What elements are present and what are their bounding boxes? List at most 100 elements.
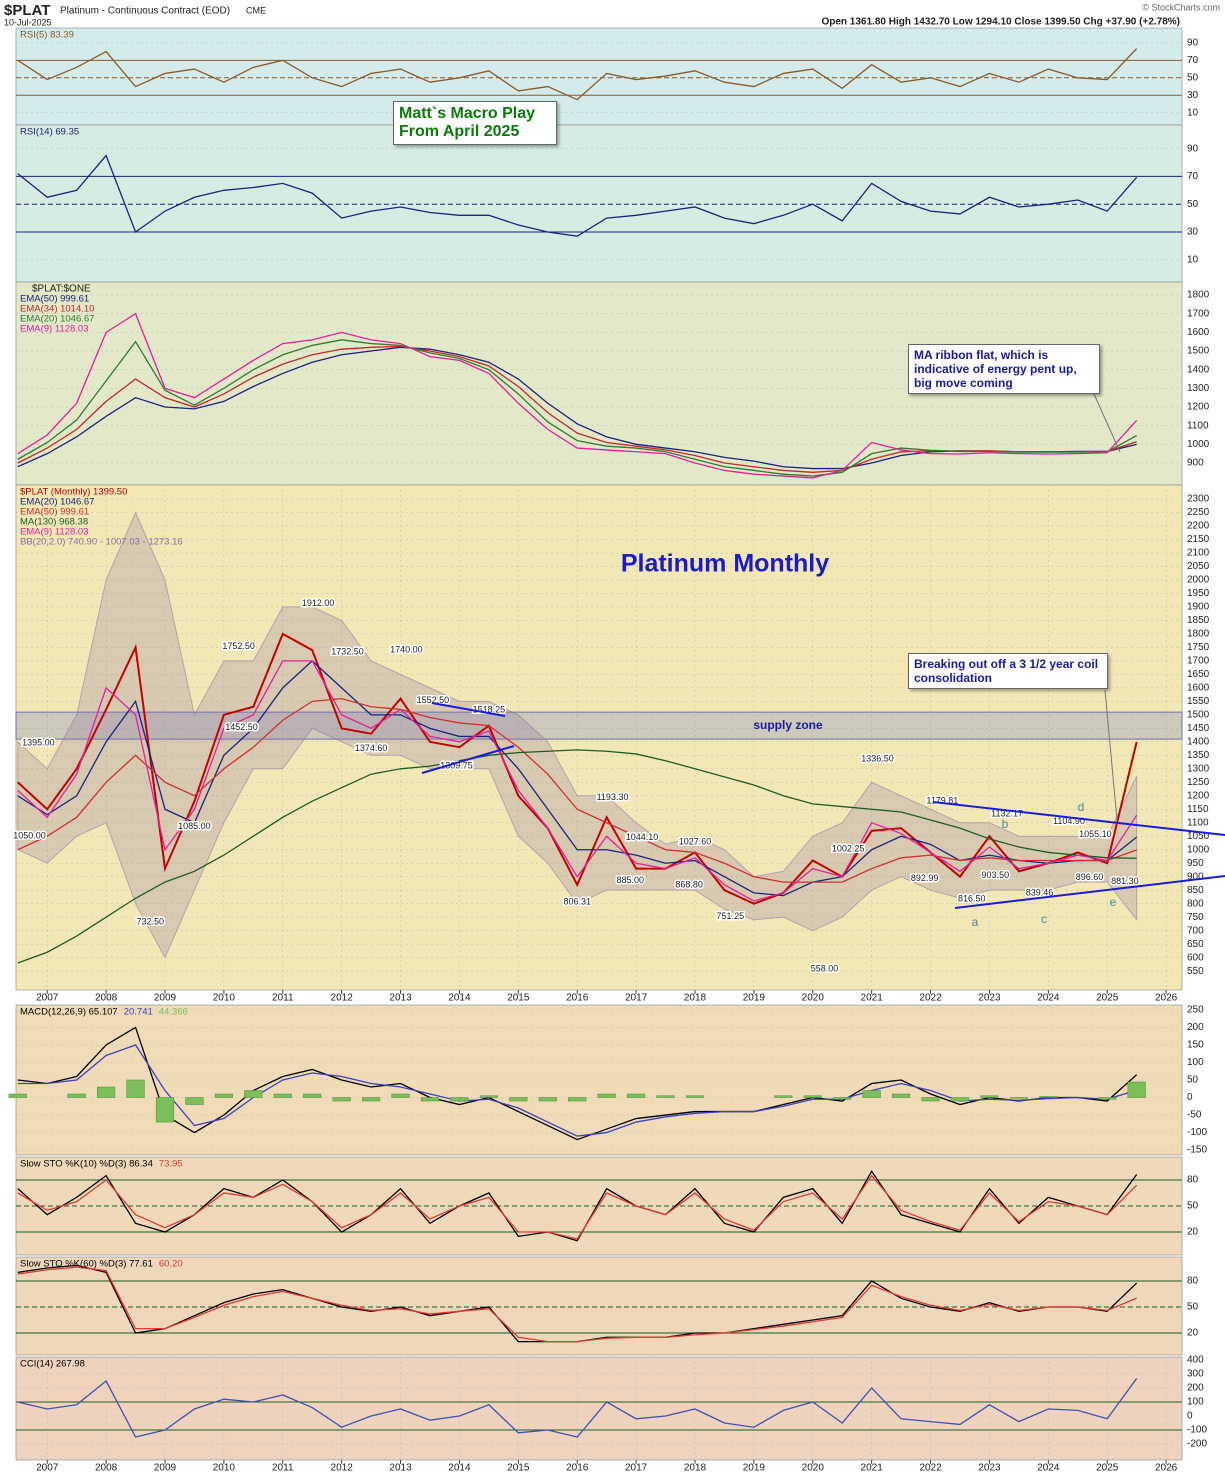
quote: Open 1361.80 High 1432.70 Low 1294.10 Cl… (821, 17, 1180, 28)
y-tick-label: 80 (1187, 1276, 1199, 1287)
histogram-bar (303, 1093, 322, 1098)
y-tick-label: 2050 (1187, 561, 1210, 572)
legend-entry: EMA(9) 1128.03 (20, 324, 88, 335)
y-tick-label: 1850 (1187, 615, 1210, 626)
y-tick-label: 300 (1187, 1369, 1204, 1380)
wave-label: d (1078, 800, 1085, 814)
y-tick-label: 90 (1187, 37, 1199, 48)
y-tick-label: 10 (1187, 254, 1199, 265)
x-tick-label: 2024 (1037, 993, 1060, 1004)
price-point (1067, 819, 1071, 823)
y-tick-label: 1100 (1187, 817, 1209, 828)
price-label: 1002.25 (832, 843, 865, 853)
symbol: $PLAT (4, 2, 50, 19)
x-tick-label: 2010 (213, 993, 236, 1004)
x-tick-label: 2019 (743, 993, 766, 1004)
wave-label: e (1110, 895, 1117, 909)
y-tick-label: 1600 (1187, 683, 1210, 694)
price-label: 1452.50 (225, 722, 258, 732)
y-tick-label: 1700 (1187, 308, 1210, 319)
price-label: 1552.50 (417, 695, 450, 705)
y-tick-label: 80 (1187, 1175, 1199, 1186)
series-line (17, 1170, 1138, 1242)
y-tick-label: 600 (1187, 952, 1204, 963)
x-tick-label: 2013 (389, 1463, 412, 1474)
series-line (17, 697, 1137, 883)
y-tick-label: 750 (1187, 912, 1204, 923)
price-point (1093, 833, 1097, 837)
x-tick-label: 2025 (1096, 993, 1119, 1004)
x-tick-label: 2009 (154, 1463, 177, 1474)
y-tick-label: 20 (1187, 1227, 1199, 1238)
x-tick-label: 2011 (272, 1463, 294, 1474)
price-label: 1044.10 (626, 832, 659, 842)
histogram-bar (479, 1095, 498, 1098)
price-label: 558.00 (811, 963, 839, 973)
y-tick-label: 2100 (1187, 548, 1210, 559)
price-point (431, 699, 435, 703)
price-point (823, 967, 827, 971)
x-tick-label: 2013 (389, 993, 412, 1004)
price-label: 1374.60 (355, 743, 388, 753)
histogram-bar (214, 1093, 233, 1098)
price-point (876, 757, 880, 761)
legend-entry: RSI(5) 83.39 (20, 30, 74, 41)
legend-entry: 60.20 (159, 1259, 183, 1270)
x-tick-label: 2012 (331, 993, 354, 1004)
price-point (923, 877, 927, 881)
legend-entry: MA(130) 968.38 (20, 517, 88, 528)
y-tick-label: 1000 (1187, 844, 1210, 855)
y-tick-label: 1900 (1187, 602, 1210, 613)
price-label: 1912.00 (302, 598, 335, 608)
panel-background (15, 1256, 1183, 1356)
price-point (454, 764, 458, 768)
histogram-bar (1127, 1081, 1146, 1098)
x-tick-label: 2022 (919, 993, 942, 1004)
y-tick-label: 50 (1187, 1075, 1199, 1086)
x-tick-label: 2019 (743, 1463, 766, 1474)
histogram-bar (155, 1097, 175, 1123)
y-tick-label: 90 (1187, 143, 1199, 154)
y-tick-label: 1250 (1187, 777, 1210, 788)
price-point (993, 874, 997, 878)
price-point (240, 726, 244, 730)
y-tick-label: 1750 (1187, 642, 1210, 653)
legend-entry: EMA(50) 999.61 (20, 294, 89, 305)
y-tick-label: 400 (1187, 1355, 1204, 1366)
y-tick-label: 150 (1187, 1040, 1204, 1051)
trend-line (954, 875, 1225, 909)
histogram-bar (627, 1093, 646, 1098)
price-label: 1085.00 (178, 821, 211, 831)
series-line (17, 312, 1138, 479)
x-tick-label: 2024 (1037, 1463, 1060, 1474)
x-tick-label: 2016 (566, 993, 589, 1004)
x-tick-label: 2007 (36, 993, 59, 1004)
y-tick-label: 100 (1187, 1057, 1204, 1068)
series-line (17, 48, 1138, 101)
trend-line (932, 801, 1225, 836)
x-tick-label: 2015 (507, 993, 530, 1004)
histogram-bar (1098, 1097, 1117, 1100)
histogram-bar (950, 1097, 970, 1102)
histogram-bar (656, 1095, 675, 1098)
histogram-bar (774, 1095, 793, 1098)
y-tick-label: 1300 (1187, 383, 1210, 394)
callout: Breaking out off a 3 1/2 year coil conso… (908, 653, 1108, 689)
zone-label: supply zone (753, 718, 823, 732)
x-tick-label: 2015 (507, 1463, 530, 1474)
histogram-bar (332, 1097, 351, 1102)
y-tick-label: 650 (1187, 939, 1204, 950)
x-tick-label: 2009 (154, 993, 177, 1004)
y-tick-label: 700 (1187, 925, 1204, 936)
y-tick-label: 50 (1187, 72, 1199, 83)
series-line (17, 1266, 1137, 1343)
price-point (237, 645, 241, 649)
y-tick-label: -100 (1187, 1127, 1207, 1138)
y-tick-label: 200 (1187, 1022, 1204, 1033)
x-tick-label: 2026 (1155, 993, 1178, 1004)
y-tick-label: 30 (1187, 90, 1199, 101)
y-tick-label: 1500 (1187, 346, 1210, 357)
legend-entry: CCI(14) 267.98 (20, 1359, 85, 1370)
y-tick-label: 1200 (1187, 790, 1210, 801)
